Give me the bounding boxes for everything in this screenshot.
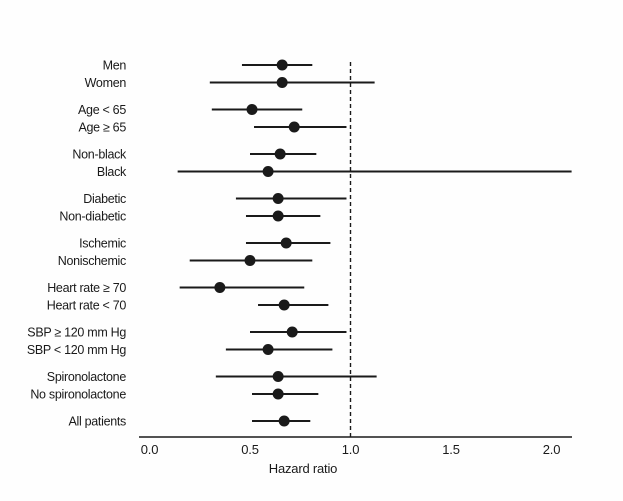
row-label-men: Men [103,59,127,73]
point-estimate-black [262,166,274,177]
row-label-heart-rate-70: Heart rate ≥ 70 [47,281,126,295]
row-label-no-spironolactone: No spironolactone [30,388,126,402]
point-estimate-men [276,59,288,71]
point-estimate-sbp-120-mm-hg [262,344,274,355]
point-estimate-no-spironolactone [272,388,284,400]
row-label-diabetic: Diabetic [83,192,126,206]
point-estimate-ischemic [280,237,292,249]
point-estimate-spironolactone [272,371,284,382]
x-tick-label-1.5: 1.5 [442,442,459,457]
point-estimate-women [276,77,288,88]
x-tick-label-0.5: 0.5 [241,442,258,457]
row-label-age-65: Age < 65 [78,103,126,117]
row-label-all-patients: All patients [68,415,126,429]
row-label-sbp-120-mm-hg: SBP < 120 mm Hg [27,343,126,357]
point-estimate-non-diabetic [272,210,284,222]
row-label-nonischemic: Nonischemic [58,254,126,268]
point-estimate-age-65 [288,121,300,133]
row-label-non-black: Non-black [72,148,127,162]
x-tick-label-0.0: 0.0 [141,442,158,457]
point-estimate-nonischemic [244,255,256,266]
x-axis-title: Hazard ratio [269,461,337,476]
point-estimate-diabetic [272,193,284,204]
row-label-non-diabetic: Non-diabetic [59,210,126,224]
point-estimate-non-black [274,148,286,160]
point-estimate-heart-rate-70 [278,299,290,311]
row-label-black: Black [97,165,127,179]
point-estimate-heart-rate-70 [214,282,226,293]
point-estimate-sbp-120-mm-hg [286,326,298,338]
row-label-sbp-120-mm-hg: SBP ≥ 120 mm Hg [27,326,126,340]
row-label-women: Women [85,76,127,90]
x-tick-label-1.0: 1.0 [342,442,359,457]
point-estimate-age-65 [246,104,258,115]
row-label-spironolactone: Spironolactone [47,370,127,384]
point-estimate-all-patients [278,415,290,427]
row-label-heart-rate-70: Heart rate < 70 [47,299,127,313]
row-label-age-65: Age ≥ 65 [78,121,126,135]
row-label-ischemic: Ischemic [79,237,126,251]
x-tick-label-2.0: 2.0 [543,442,560,457]
